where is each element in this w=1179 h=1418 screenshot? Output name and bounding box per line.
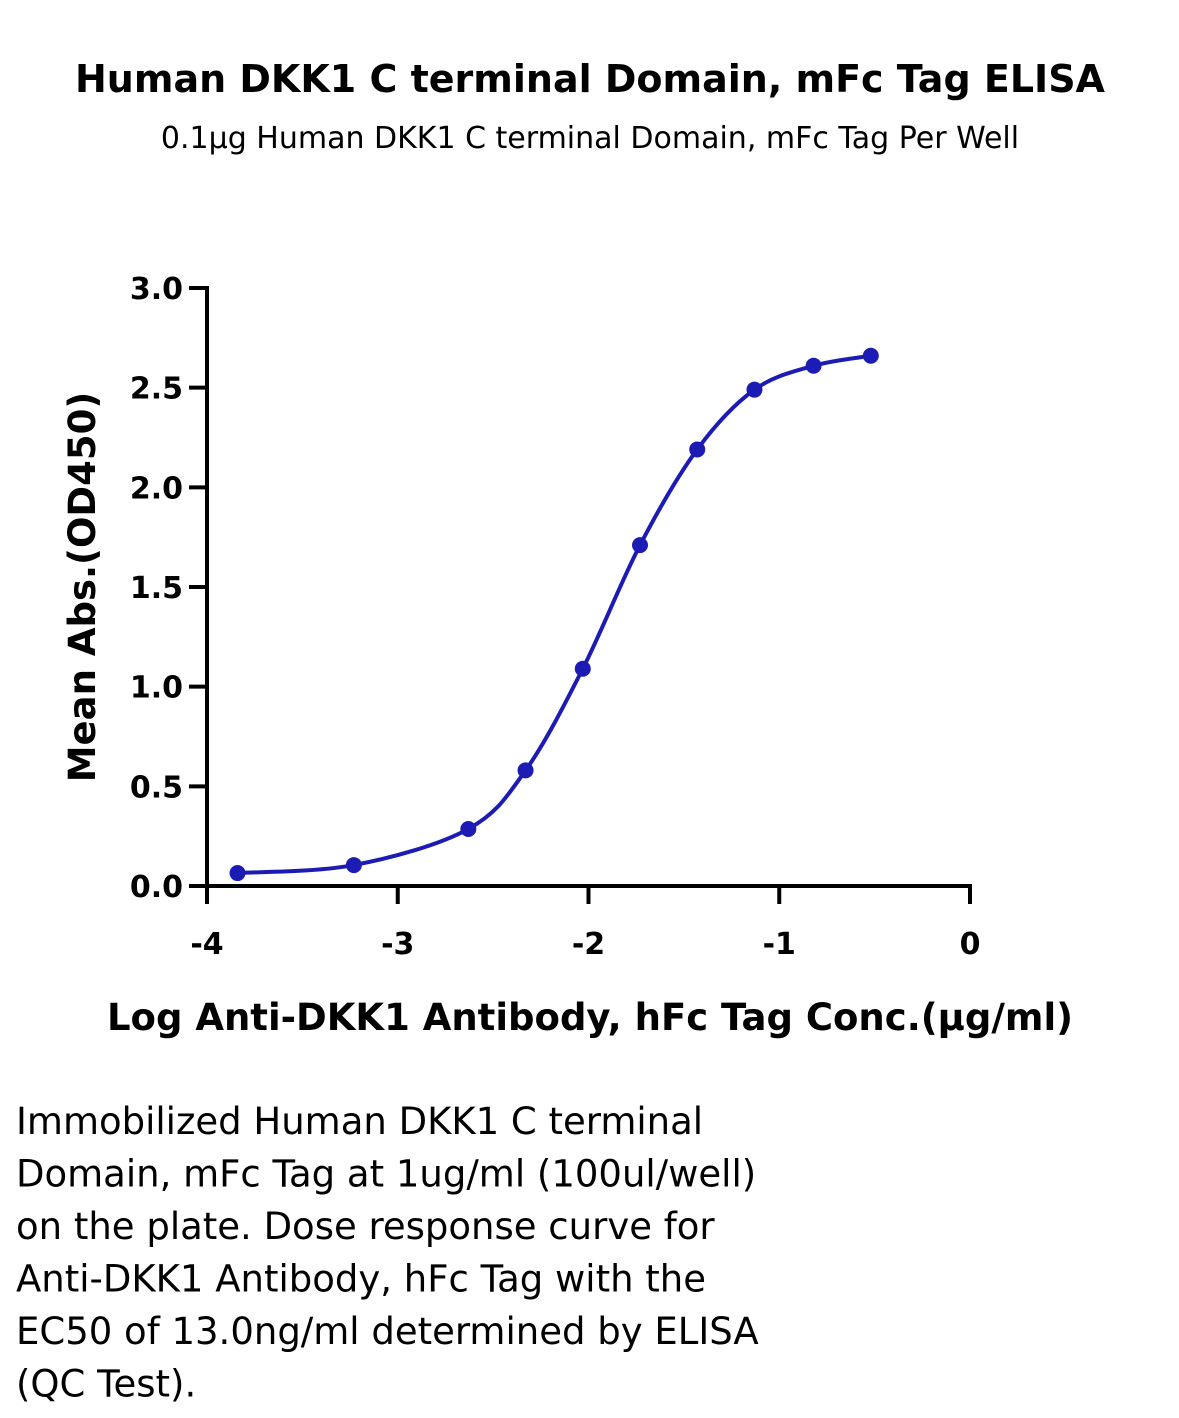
y-tick-label: 0.5 — [130, 770, 183, 805]
x-tick-label: -2 — [572, 927, 605, 962]
caption-line: (QC Test). — [16, 1363, 196, 1406]
x-tick-label: -1 — [763, 927, 796, 962]
data-point — [574, 660, 591, 677]
data-point — [460, 820, 477, 837]
caption-line: on the plate. Dose response curve for — [16, 1205, 715, 1248]
chart-title: Human DKK1 C terminal Domain, mFc Tag EL… — [75, 57, 1106, 101]
data-point — [632, 537, 649, 554]
data-point — [746, 381, 763, 398]
data-point — [345, 857, 362, 874]
data-point — [229, 865, 246, 882]
caption-line: Anti-DKK1 Antibody, hFc Tag with the — [16, 1258, 706, 1301]
data-point — [862, 347, 879, 364]
caption-line: Domain, mFc Tag at 1ug/ml (100ul/well) — [16, 1153, 756, 1196]
y-tick-label: 3.0 — [130, 272, 183, 307]
data-point — [517, 762, 534, 779]
caption-line: EC50 of 13.0ng/ml determined by ELISA — [16, 1310, 759, 1353]
fit-curve — [237, 353, 872, 876]
x-tick-label: 0 — [960, 927, 981, 962]
data-point — [689, 441, 706, 458]
data-point — [805, 357, 822, 374]
x-axis-label: Log Anti-DKK1 Antibody, hFc Tag Conc.(μg… — [107, 996, 1073, 1039]
x-tick-label: -4 — [190, 927, 223, 962]
y-tick-label: 2.0 — [130, 471, 183, 506]
y-tick-label: 1.5 — [130, 571, 183, 606]
caption-line: Immobilized Human DKK1 C terminal — [16, 1100, 703, 1143]
chart-subtitle: 0.1μg Human DKK1 C terminal Domain, mFc … — [161, 121, 1019, 156]
y-tick-label: 2.5 — [130, 372, 183, 407]
y-tick-label: 0.0 — [130, 870, 183, 905]
x-tick-label: -3 — [381, 927, 414, 962]
y-axis-label: Mean Abs.(OD450) — [61, 392, 104, 783]
y-tick-label: 1.0 — [130, 671, 183, 706]
